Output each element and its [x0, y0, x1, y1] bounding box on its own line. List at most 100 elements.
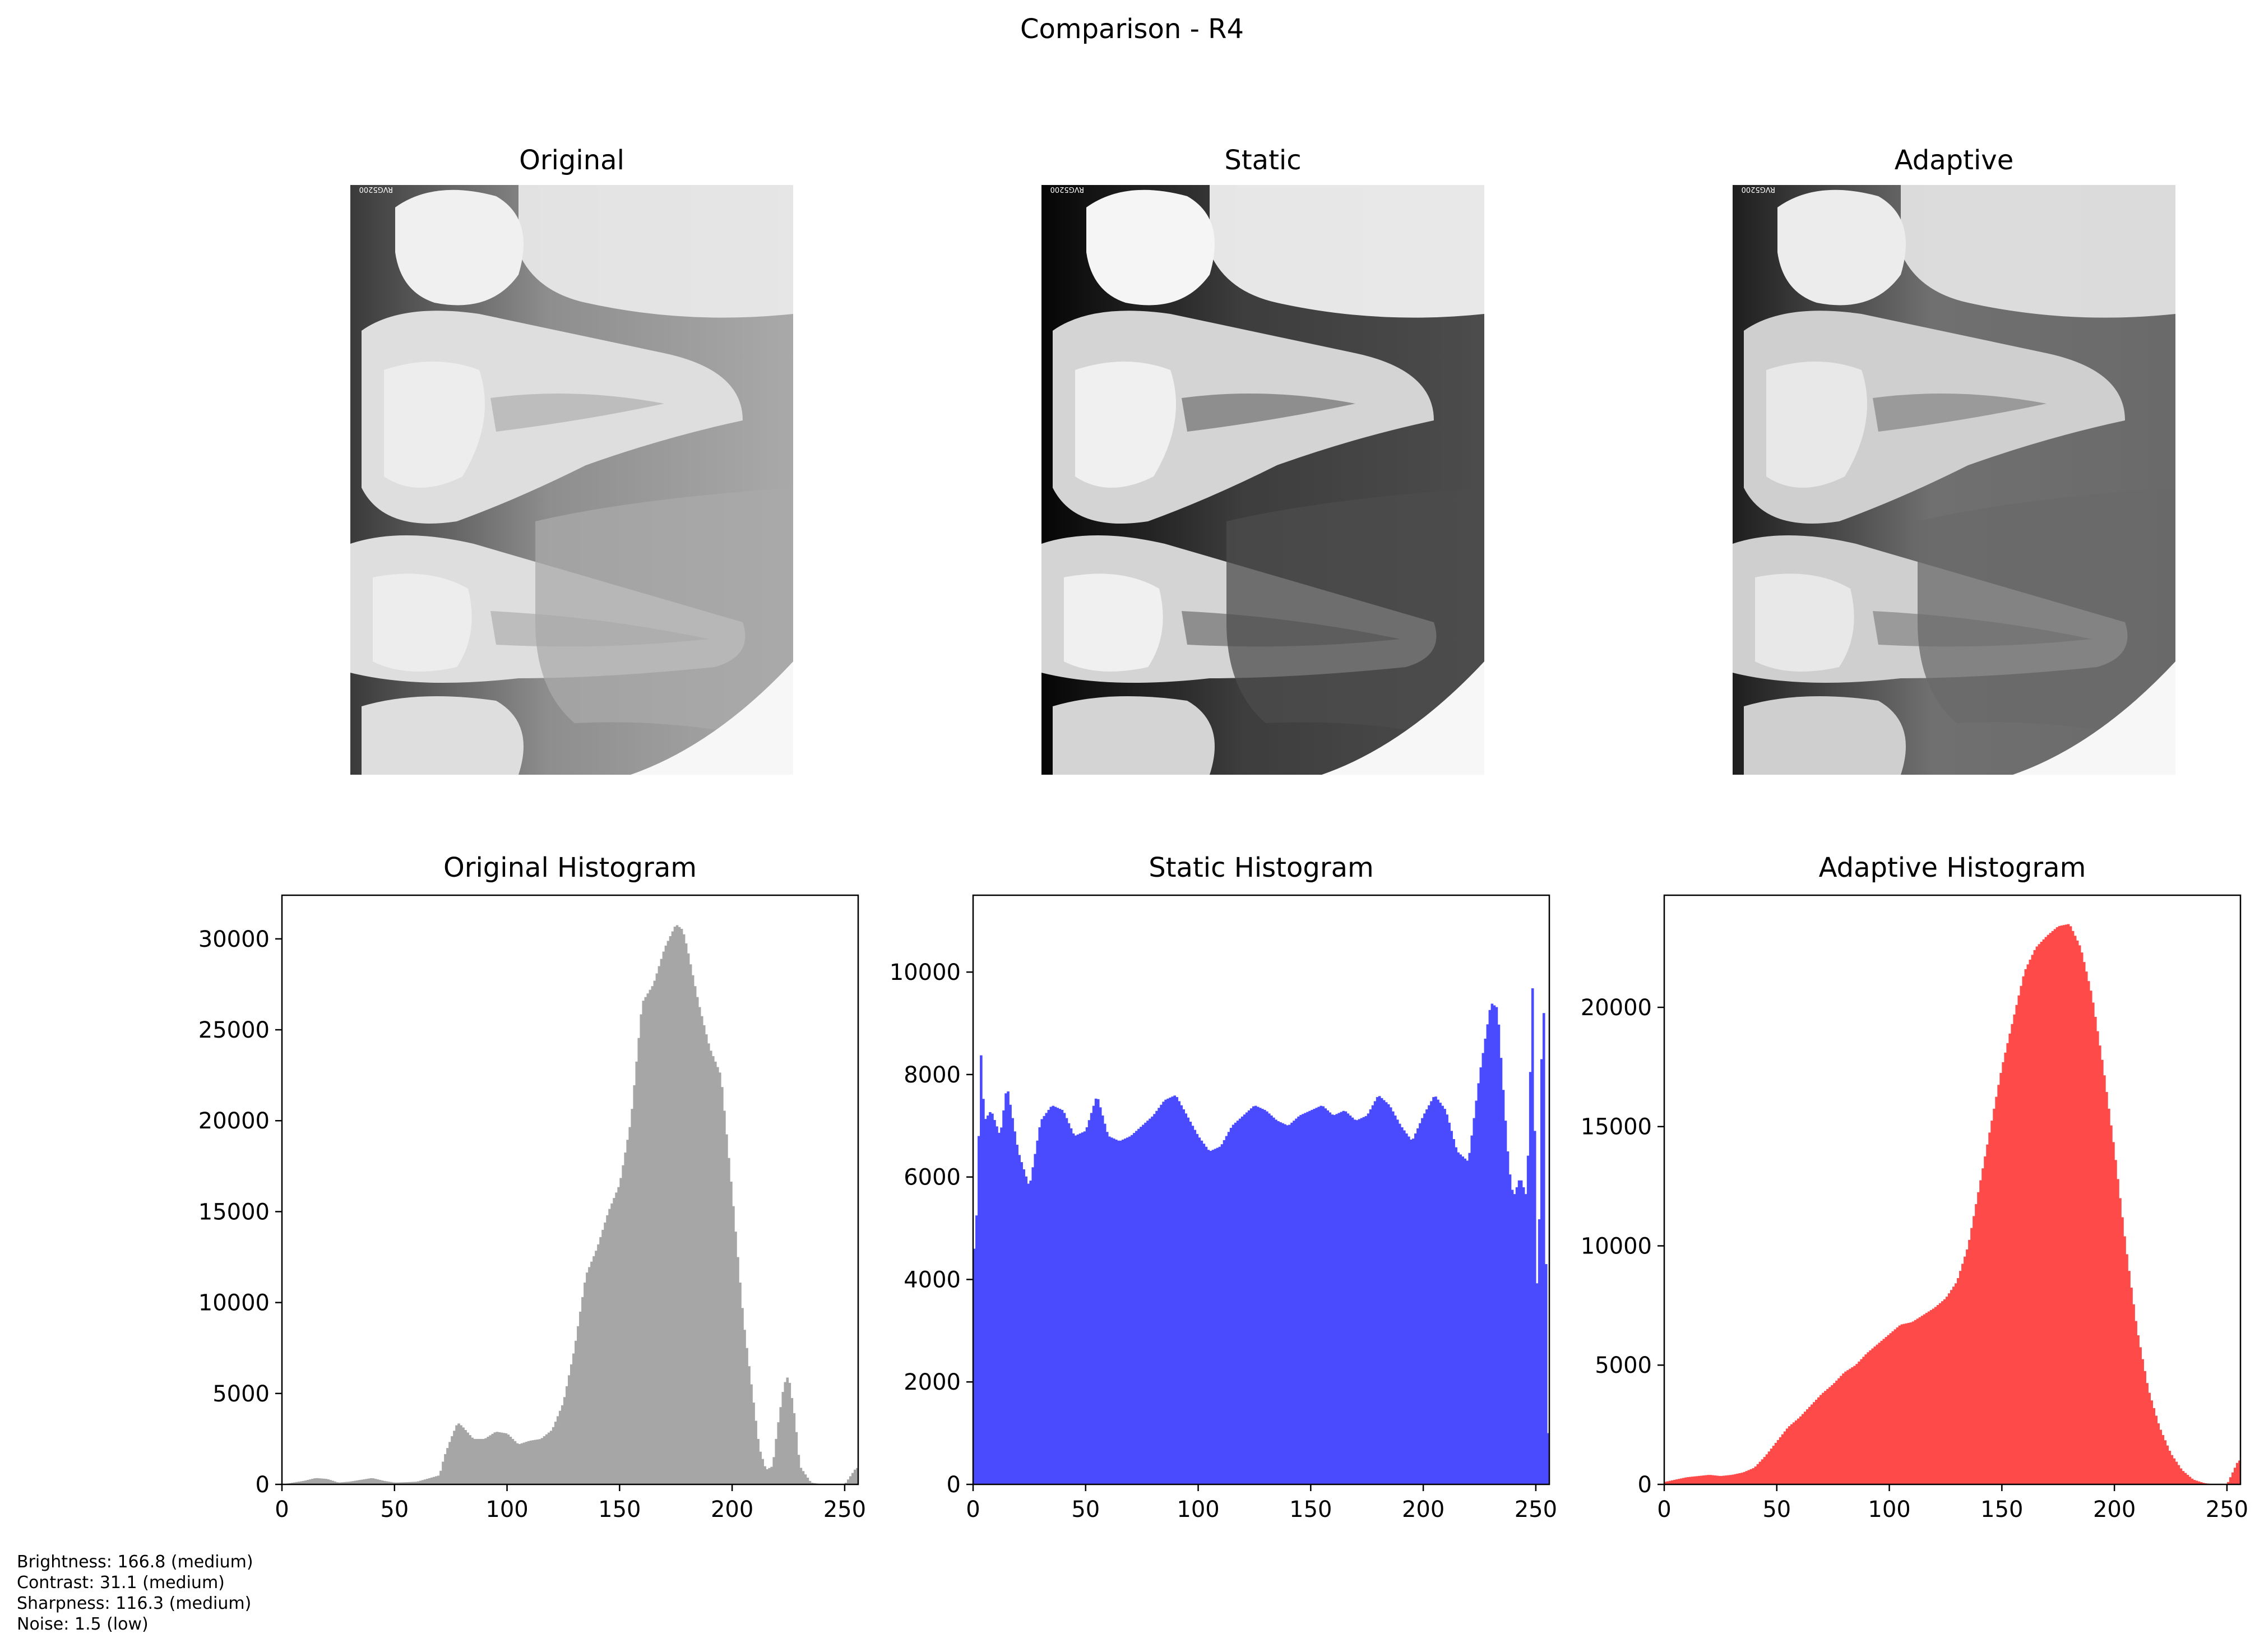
histogram-bar — [595, 1251, 598, 1484]
histogram-bar — [1486, 1024, 1489, 1484]
histogram-bar — [1229, 1127, 1233, 1484]
histogram-bar — [1355, 1120, 1359, 1484]
histogram-bar — [1002, 1110, 1005, 1484]
histogram-bar — [1122, 1139, 1124, 1484]
histogram-bar — [1880, 1340, 1883, 1484]
histogram-bar — [1833, 1383, 1836, 1484]
histogram-bar — [1711, 1475, 1714, 1484]
histogram-bar — [349, 1481, 353, 1484]
histogram-bar — [1211, 1150, 1215, 1484]
histogram-bar — [1171, 1096, 1174, 1484]
histogram-bar — [2078, 945, 2081, 1484]
x-tick-label: 50 — [380, 1497, 409, 1523]
histogram-bar — [1858, 1361, 1860, 1484]
histogram-bar — [421, 1480, 424, 1484]
histogram-bar — [1538, 1219, 1541, 1484]
histogram-bar — [309, 1479, 312, 1484]
hist-title-original: Original Histogram — [443, 852, 697, 883]
histogram-bar — [1094, 1098, 1098, 1484]
histogram-bar — [1752, 1468, 1755, 1484]
xray-watermark: RVG5200 — [1050, 185, 1084, 193]
histogram-bar — [980, 1055, 983, 1484]
histogram-bar — [1671, 1480, 1674, 1484]
histogram-bar — [2091, 1002, 2095, 1484]
histogram-bar — [628, 1127, 632, 1484]
histogram-bar — [1144, 1122, 1147, 1484]
histogram-bar — [1261, 1109, 1264, 1484]
histogram-bar — [1369, 1109, 1372, 1484]
histogram-bar — [1535, 1283, 1539, 1484]
histogram-bar — [1110, 1137, 1113, 1484]
histogram-bar — [572, 1353, 575, 1484]
histogram-bar — [2082, 962, 2086, 1484]
histogram-bar — [1819, 1395, 1822, 1484]
histogram-bar — [1187, 1117, 1190, 1484]
histogram-bar — [1218, 1146, 1221, 1484]
histogram-bar — [996, 1126, 998, 1484]
histogram-bar — [579, 1311, 582, 1484]
histogram-bar — [1893, 1329, 1897, 1484]
histogram-bar — [1223, 1140, 1226, 1484]
histogram-bar — [1754, 1466, 1757, 1484]
histogram-bar — [2026, 964, 2030, 1484]
histogram-bar — [1808, 1406, 1811, 1484]
histogram-bar — [1178, 1101, 1181, 1484]
histogram-bar — [396, 1482, 400, 1484]
histogram-bar — [797, 1455, 800, 1484]
histogram-bar — [1508, 1174, 1512, 1484]
histogram-bar — [451, 1436, 453, 1484]
x-tick-label: 200 — [2093, 1497, 2136, 1523]
histogram-bar — [1770, 1449, 1773, 1484]
histogram-bar — [653, 980, 656, 1484]
histogram-bar — [1311, 1109, 1313, 1484]
histogram-bar — [518, 1443, 521, 1484]
histogram-bar — [851, 1473, 854, 1484]
histogram-bar — [1691, 1477, 1694, 1484]
histogram-bar — [2067, 924, 2070, 1484]
histogram-bar — [757, 1438, 760, 1484]
histogram-bar — [664, 945, 668, 1484]
histogram-bar — [1209, 1151, 1212, 1484]
histogram-bar — [336, 1482, 339, 1484]
histogram-bar — [1315, 1108, 1318, 1484]
histogram-bar — [2058, 926, 2061, 1484]
histogram-bar — [1378, 1096, 1381, 1484]
histogram-bar — [1817, 1397, 1820, 1484]
histogram-bar — [1155, 1110, 1158, 1484]
histogram-bar — [1304, 1113, 1307, 1484]
histogram-bar — [1907, 1322, 1910, 1484]
histogram-bar — [1076, 1134, 1080, 1484]
histogram-bar — [1277, 1121, 1280, 1484]
histogram-bar — [1513, 1194, 1516, 1484]
histogram-bar — [1087, 1120, 1091, 1484]
histogram-bar — [1268, 1113, 1271, 1484]
histogram-bar — [1669, 1480, 1672, 1484]
histogram-bar — [1027, 1183, 1030, 1484]
histogram-bar — [1941, 1301, 1944, 1484]
histogram-bar — [2004, 1052, 2007, 1484]
histogram-bar — [2103, 1075, 2106, 1484]
histogram-bar — [2029, 959, 2032, 1484]
histogram-bar — [1398, 1123, 1401, 1484]
histogram-bar — [1772, 1446, 1775, 1484]
histogram-bar — [1803, 1412, 1807, 1484]
histogram-bar — [1720, 1475, 1724, 1484]
histogram-bar — [1761, 1459, 1764, 1484]
histogram-bar — [973, 1248, 976, 1484]
histogram-bar — [1473, 1118, 1476, 1484]
histogram-bar — [984, 1119, 987, 1484]
histogram-bar — [1689, 1477, 1692, 1484]
histogram-bar — [2126, 1254, 2128, 1484]
histogram-bar — [507, 1434, 510, 1484]
histogram-bar — [644, 997, 647, 1484]
histogram-bar — [520, 1443, 524, 1484]
x-tick-label: 0 — [275, 1497, 289, 1523]
histogram-bar — [752, 1403, 755, 1484]
histogram-bar — [649, 989, 652, 1484]
histogram-bar — [1698, 1475, 1701, 1484]
histogram-bar — [1952, 1287, 1955, 1484]
histogram-bar — [482, 1438, 485, 1484]
histogram-bar — [1986, 1144, 1989, 1484]
histogram-bar — [716, 1067, 719, 1484]
histogram-bar — [1826, 1389, 1829, 1484]
